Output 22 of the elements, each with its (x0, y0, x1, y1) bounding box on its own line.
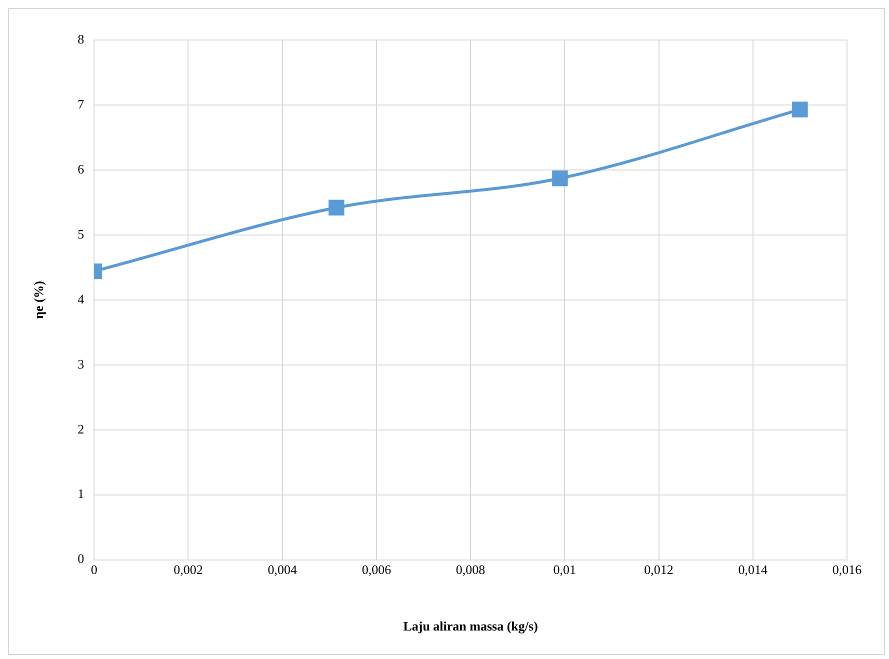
x-tick-label: 0,002 (174, 562, 203, 578)
point (792, 102, 808, 118)
y-tick-label: 5 (78, 226, 84, 242)
y-tick-label: 4 (78, 291, 85, 306)
y-tick-label: 2 (78, 421, 84, 436)
point (552, 170, 568, 186)
y-tick-label: 8 (78, 31, 84, 46)
x-tick-label: 0,01 (553, 562, 576, 578)
y-tick-label: 6 (78, 161, 85, 176)
x-axis-title: Laju aliran massa (kg/s) (403, 618, 538, 634)
x-tick-label: 0,008 (456, 562, 486, 578)
x-tick-label: 0 (90, 562, 98, 578)
y-axis-title: ηe (%) (31, 280, 46, 319)
y-tick-label: 1 (78, 486, 84, 502)
y-tick-label: 3 (78, 356, 84, 372)
x-tick-label: 0,016 (832, 562, 862, 578)
x-tick-label: 0,012 (644, 562, 674, 578)
x-tick-label: 0,004 (268, 562, 298, 578)
x-tick-label: 0,006 (362, 562, 392, 578)
y-tick-label: 0 (78, 551, 84, 566)
x-tick-label: 0,014 (738, 562, 768, 578)
y-tick-label: 7 (78, 96, 85, 112)
